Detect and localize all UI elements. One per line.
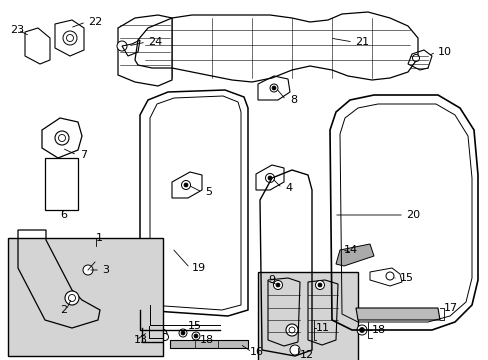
Circle shape: [83, 265, 93, 275]
Circle shape: [63, 31, 77, 45]
Circle shape: [68, 294, 75, 301]
Text: 22: 22: [88, 17, 102, 27]
Circle shape: [273, 280, 282, 289]
Text: 15: 15: [399, 273, 413, 283]
Text: 2: 2: [60, 305, 67, 315]
Circle shape: [179, 329, 186, 337]
Text: 9: 9: [267, 275, 275, 285]
Text: 16: 16: [249, 347, 264, 357]
Text: 20: 20: [405, 210, 419, 220]
Text: 23: 23: [10, 25, 24, 35]
Circle shape: [66, 35, 73, 41]
Circle shape: [117, 41, 127, 51]
Text: 19: 19: [192, 263, 206, 273]
Circle shape: [412, 54, 419, 62]
Circle shape: [285, 324, 297, 336]
Circle shape: [275, 283, 280, 287]
Circle shape: [269, 84, 278, 92]
Circle shape: [385, 272, 393, 280]
Circle shape: [356, 325, 366, 335]
Circle shape: [265, 174, 274, 183]
Circle shape: [271, 86, 275, 90]
Text: 18: 18: [371, 325, 386, 335]
Polygon shape: [355, 308, 439, 320]
Circle shape: [161, 333, 168, 341]
Text: 21: 21: [354, 37, 368, 47]
Text: 1: 1: [96, 233, 103, 243]
Text: 10: 10: [437, 47, 451, 57]
Text: 24: 24: [148, 37, 162, 47]
Circle shape: [55, 131, 69, 145]
Circle shape: [317, 283, 321, 287]
Text: 4: 4: [285, 183, 291, 193]
Text: 11: 11: [315, 323, 329, 333]
Text: 13: 13: [134, 335, 148, 345]
Circle shape: [315, 280, 324, 289]
Text: 6: 6: [60, 210, 67, 220]
Polygon shape: [170, 340, 247, 348]
Circle shape: [289, 345, 299, 355]
Circle shape: [59, 135, 65, 141]
Text: 17: 17: [443, 303, 457, 313]
Text: 12: 12: [299, 350, 313, 360]
Text: 5: 5: [204, 187, 212, 197]
Circle shape: [181, 331, 184, 335]
Circle shape: [181, 180, 190, 189]
Text: 15: 15: [187, 321, 202, 331]
Circle shape: [288, 327, 294, 333]
Circle shape: [194, 334, 198, 338]
Circle shape: [65, 291, 79, 305]
Circle shape: [183, 183, 187, 187]
Bar: [258, 272, 357, 360]
Text: 8: 8: [289, 95, 297, 105]
Bar: [8, 238, 163, 356]
Text: 3: 3: [102, 265, 109, 275]
Circle shape: [157, 329, 167, 339]
Circle shape: [192, 332, 200, 340]
Text: 7: 7: [80, 150, 87, 160]
Text: 14: 14: [343, 245, 357, 255]
Text: 18: 18: [200, 335, 214, 345]
Polygon shape: [335, 244, 373, 266]
Circle shape: [267, 176, 271, 180]
Circle shape: [359, 328, 364, 333]
